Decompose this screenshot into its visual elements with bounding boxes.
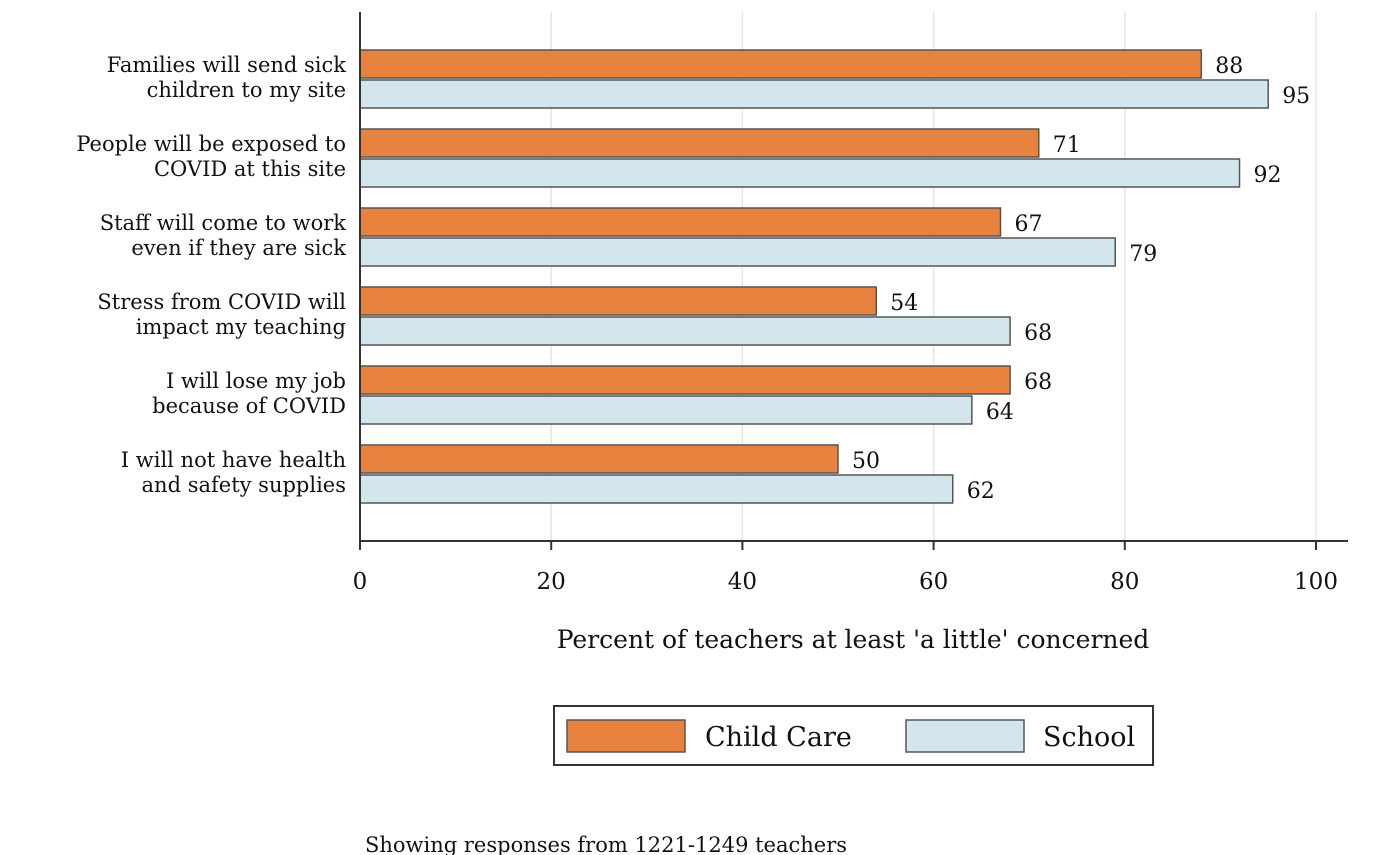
- category-label: Staff will come to work: [100, 211, 347, 235]
- chart-note: Showing responses from 1221-1249 teacher…: [365, 833, 847, 855]
- data-label: 88: [1215, 54, 1243, 79]
- x-tick-label: 20: [537, 569, 566, 595]
- x-tick-label: 80: [1110, 569, 1139, 595]
- data-label: 67: [1015, 212, 1043, 237]
- bar-child-care: [359, 365, 1011, 395]
- legend-label-child-care: Child Care: [705, 722, 852, 753]
- axes: [359, 12, 1348, 542]
- bar-child-care: [359, 128, 1040, 158]
- category-label: Stress from COVID will: [97, 290, 346, 314]
- category-label: Families will send sick: [107, 53, 347, 77]
- category-label: impact my teaching: [136, 315, 346, 339]
- legend-label-school: School: [1043, 722, 1135, 753]
- data-label: 92: [1254, 163, 1282, 188]
- bar-school: [359, 474, 954, 504]
- bar-school: [359, 237, 1116, 267]
- category-label: because of COVID: [152, 394, 346, 418]
- data-label: 68: [1024, 370, 1052, 395]
- x-tick-label: 0: [353, 569, 368, 595]
- legend: Child Care School: [553, 705, 1154, 766]
- bars: [359, 49, 1269, 504]
- category-label: People will be exposed to: [76, 132, 346, 156]
- x-tick-label: 100: [1294, 569, 1338, 595]
- data-label: 50: [852, 449, 880, 474]
- category-label: I will not have health: [121, 448, 346, 472]
- bar-school: [359, 316, 1011, 346]
- legend-swatch-child-care: [566, 719, 686, 753]
- category-label: even if they are sick: [131, 236, 346, 260]
- labels: 0 20 40 60 80 100 Families will send sickchild…: [76, 53, 1338, 595]
- category-label: I will lose my job: [166, 369, 346, 393]
- legend-swatch-school: [905, 719, 1025, 753]
- data-label: 62: [967, 479, 995, 504]
- x-tick-label: 60: [919, 569, 948, 595]
- data-label: 64: [986, 400, 1014, 425]
- bar-child-care: [359, 49, 1203, 79]
- bar-child-care: [359, 444, 839, 474]
- data-label: 54: [890, 291, 918, 316]
- bar-school: [359, 79, 1269, 109]
- category-label: COVID at this site: [154, 157, 346, 181]
- data-label: 68: [1024, 321, 1052, 346]
- bar-school: [359, 158, 1241, 188]
- data-label: 79: [1129, 242, 1157, 267]
- bar-child-care: [359, 286, 877, 316]
- x-tick-label: 40: [728, 569, 757, 595]
- data-label: 95: [1282, 84, 1310, 109]
- data-label: 71: [1053, 133, 1081, 158]
- category-label: children to my site: [147, 78, 346, 102]
- bar-school: [359, 395, 973, 425]
- bar-child-care: [359, 207, 1002, 237]
- category-label: and safety supplies: [142, 473, 346, 497]
- x-axis-title: Percent of teachers at least 'a little' …: [557, 625, 1150, 654]
